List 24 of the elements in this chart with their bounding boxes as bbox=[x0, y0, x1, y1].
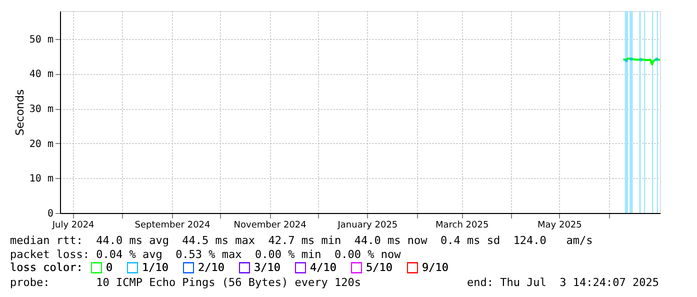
legend-title: loss color: bbox=[10, 261, 83, 274]
legend-label: 3/10 bbox=[254, 260, 280, 274]
legend-label: 0 bbox=[106, 260, 113, 274]
x-tick-label: March 2025 bbox=[436, 220, 489, 230]
y-tick-label: 20 m bbox=[29, 138, 54, 150]
y-tick-label: 40 m bbox=[29, 69, 54, 80]
text: packet loss: 0.04 % avg 0.53 % max 0.00 % min 0.00 % now bbox=[10, 248, 402, 261]
x-tick-label: September 2024 bbox=[134, 220, 211, 230]
x-tick-label: November 2024 bbox=[234, 220, 307, 230]
y-tick-label: 30 m bbox=[29, 104, 54, 116]
x-tick-label: January 2025 bbox=[336, 220, 398, 230]
legend-label: 4/10 bbox=[310, 260, 336, 274]
x-tick-label: July 2024 bbox=[51, 220, 95, 230]
y-tick-label: 50 m bbox=[29, 34, 54, 46]
legend-label: 1/10 bbox=[142, 260, 168, 274]
text: median rtt: 44.0 ms avg 44.5 ms max 42.7 ms min 44.0 ms now 0.4 ms sd 124.0 am/s bbox=[10, 234, 593, 247]
y-tick-label: 0 bbox=[47, 208, 54, 220]
y-tick-label: 10 m bbox=[29, 174, 54, 185]
legend-label: 9/10 bbox=[422, 260, 448, 274]
y-axis-title: Seconds bbox=[13, 89, 26, 136]
legend-label: 5/10 bbox=[366, 260, 392, 274]
text: probe: 10 ICMP Echo Pings (56 Bytes) every 120s end: Thu Jul 3 14:24:07 2025 bbox=[10, 276, 660, 289]
legend-label: 2/10 bbox=[198, 260, 224, 274]
x-tick-label: May 2025 bbox=[538, 220, 582, 230]
